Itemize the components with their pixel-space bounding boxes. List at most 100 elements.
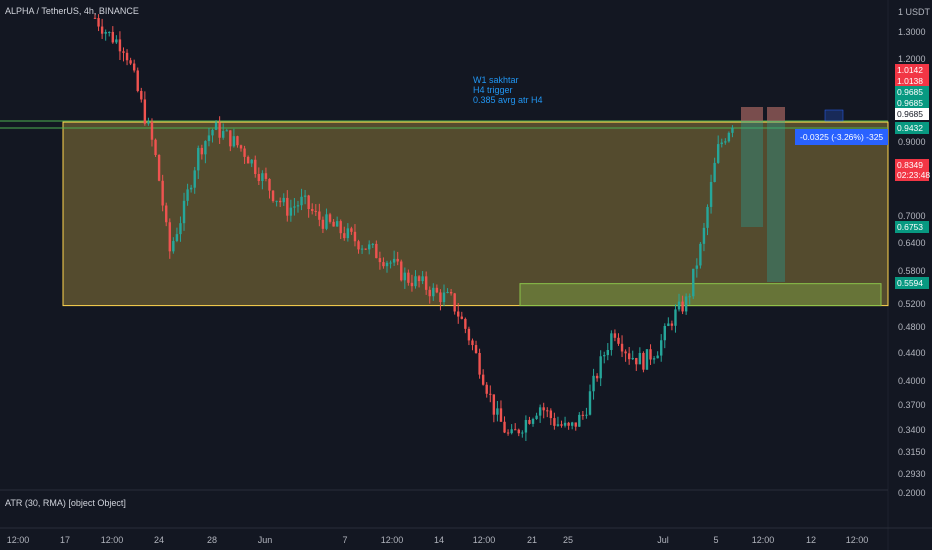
candle-body — [610, 333, 613, 350]
candle-body — [716, 144, 720, 163]
candle-body — [585, 414, 588, 416]
x-axis-tick: 21 — [526, 535, 538, 545]
candle-body — [631, 357, 634, 360]
candle-body — [556, 424, 560, 426]
candle-body — [695, 265, 699, 269]
candle-body — [595, 375, 599, 379]
candle-body — [606, 349, 609, 356]
candle-body — [204, 141, 207, 155]
candle-body — [517, 429, 520, 434]
candle-body — [368, 244, 371, 250]
y-axis-tick: 0.3400 — [898, 425, 926, 435]
position-label[interactable]: -0.0325 (-3.26%) -325 — [795, 129, 889, 145]
candle-body — [289, 207, 293, 216]
position-stop-box — [741, 107, 763, 121]
x-axis-tick: 24 — [153, 535, 165, 545]
candle-body — [271, 190, 275, 202]
candle-body — [706, 206, 709, 228]
candle-body — [660, 340, 663, 356]
candle-body — [681, 301, 684, 312]
candle-body — [311, 209, 314, 211]
x-axis-tick: 17 — [59, 535, 71, 545]
candle-body — [122, 51, 125, 53]
candle-body — [392, 258, 396, 263]
candle-body — [446, 291, 449, 293]
candle-body — [239, 145, 243, 149]
candle-body — [118, 39, 122, 52]
x-axis-tick: 5 — [713, 535, 719, 545]
candle-body — [382, 262, 385, 267]
candle-body — [150, 121, 154, 140]
candle-body — [524, 419, 528, 433]
candle-body — [293, 206, 296, 208]
candle-body — [521, 432, 524, 434]
candle-body — [400, 261, 403, 281]
candle-body — [677, 301, 681, 310]
candle-body — [115, 39, 118, 43]
candle-body — [560, 424, 563, 426]
candle-body — [599, 356, 602, 379]
x-axis-tick: 12:00 — [845, 535, 869, 545]
candle-body — [692, 268, 695, 297]
candle-body — [218, 122, 221, 138]
candle-body — [328, 214, 332, 222]
candle-body — [303, 195, 307, 197]
candle-body — [574, 422, 577, 427]
candle-body — [645, 349, 649, 370]
y-axis-tick: 0.6400 — [898, 238, 926, 248]
x-axis-tick: 7 — [342, 535, 348, 545]
candle-body — [321, 219, 325, 229]
candle-body — [546, 410, 549, 412]
candle-body — [385, 262, 389, 267]
green-zone — [519, 283, 882, 307]
candle-body — [414, 276, 417, 287]
y-axis-tick: 0.9000 — [898, 137, 926, 147]
candle-body — [143, 99, 147, 124]
candle-body — [168, 222, 171, 252]
x-axis-tick: 14 — [433, 535, 445, 545]
price-tag: 0.9685 — [895, 97, 929, 109]
position-target-box — [741, 107, 763, 227]
atr-indicator-label: ATR (30, RMA) [object Object] — [5, 498, 126, 508]
candle-body — [236, 136, 239, 146]
candle-body — [731, 127, 734, 133]
candle-body — [261, 173, 264, 181]
x-axis-tick: 12:00 — [6, 535, 30, 545]
candle-body — [553, 418, 556, 426]
x-axis-tick: 12:00 — [380, 535, 404, 545]
candle-body — [111, 31, 115, 43]
candle-body — [542, 407, 545, 411]
candle-body — [499, 408, 503, 422]
position-stop-box-2 — [767, 107, 785, 121]
candle-body — [140, 90, 143, 100]
candle-body — [100, 26, 104, 34]
candle-body — [567, 422, 570, 426]
candle-body — [225, 130, 228, 132]
candle-body — [232, 136, 236, 147]
candle-body — [246, 156, 250, 164]
x-axis-tick: 12:00 — [751, 535, 775, 545]
candle-body — [699, 243, 702, 266]
y-axis-tick: 1.2000 — [898, 54, 926, 64]
candle-body — [435, 287, 439, 293]
current-price-tag: 0.8349 02:23:48 — [895, 159, 930, 181]
annotation-line-1: W1 sakhtar — [473, 75, 519, 85]
candle-body — [175, 234, 179, 242]
candle-body — [243, 148, 246, 157]
candle-body — [254, 159, 257, 175]
x-axis-tick: 12:00 — [100, 535, 124, 545]
candle-body — [649, 349, 652, 360]
candle-body — [620, 343, 624, 352]
candle-body — [485, 384, 488, 394]
x-axis-tick: Jun — [257, 535, 273, 545]
price-tag: 1.0138 — [895, 75, 929, 87]
candle-body — [353, 231, 357, 242]
x-axis-tick: 12:00 — [472, 535, 496, 545]
candle-body — [129, 60, 132, 64]
candle-body — [453, 293, 456, 312]
candle-body — [250, 159, 253, 164]
candle-body — [193, 170, 196, 188]
x-axis-tick: Jul — [657, 535, 669, 545]
candle-body — [104, 32, 107, 34]
